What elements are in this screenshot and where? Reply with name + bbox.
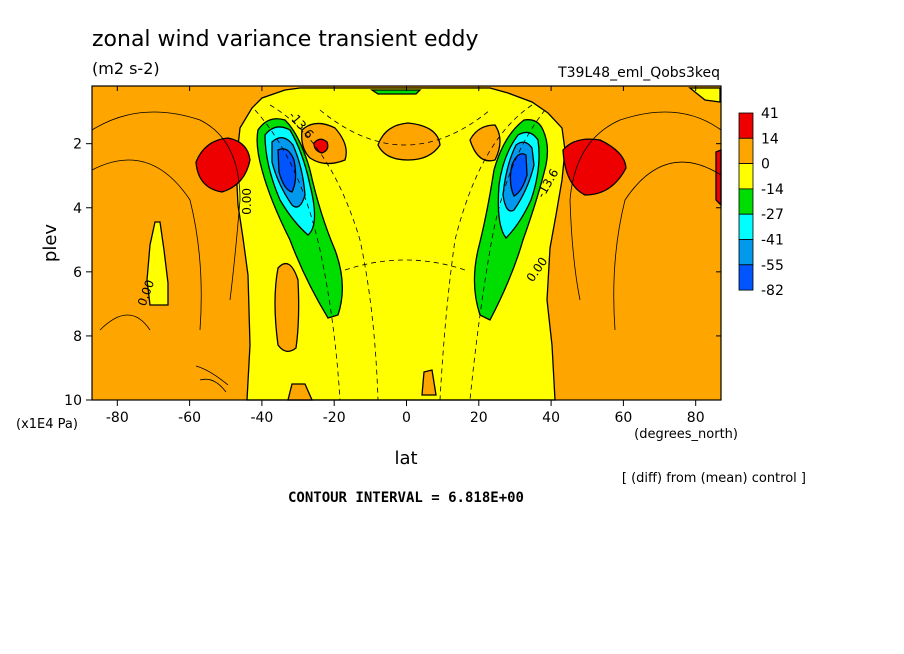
red-e-edge (715, 149, 722, 207)
colorbar-level-label: -82 (761, 283, 784, 299)
colorbar-level-label: -55 (761, 258, 784, 274)
colorbar-swatch (738, 213, 754, 240)
x-tick-label: 20 (470, 410, 488, 426)
colorbar: 41 14 0 -14 -27 -41 -55 -82 (738, 106, 784, 299)
red-ne-max (562, 138, 627, 196)
y-axis-units: (x1E4 Pa) (16, 417, 78, 432)
contour-line-e-2 (613, 161, 722, 331)
contour-line-w-2 (91, 159, 202, 331)
chart-title: zonal wind variance transient eddy (92, 27, 479, 52)
colorbar-level-label: -27 (761, 207, 784, 223)
colorbar-level-label: -14 (761, 182, 784, 198)
contour-line-sw-2 (199, 378, 227, 393)
contour-line-dash-sw-2 (269, 104, 379, 401)
x-axis-label: lat (394, 448, 417, 469)
x-tick-label: -20 (323, 410, 346, 426)
blue-ne-core (509, 153, 528, 197)
contour-line-sw-1 (195, 365, 229, 386)
y-axis: 2 4 6 8 10 (64, 137, 721, 409)
y-tick-label: 4 (73, 201, 82, 217)
green-top-strip (369, 89, 422, 95)
y-tick-label: 8 (73, 329, 82, 345)
y-tick-label: 2 (73, 137, 82, 153)
x-axis-units: (degrees_north) (634, 427, 738, 442)
contour-line-dash-top (319, 109, 491, 146)
contour-line-dash-ne-1 (469, 109, 546, 401)
x-axis: -80 -60 -40 -20 0 20 40 60 80 (106, 86, 705, 426)
units-label: (m2 s-2) (92, 59, 160, 78)
contour-line-dash-sw-1 (254, 109, 341, 401)
colorbar-level-label: 0 (761, 157, 770, 173)
orange-central-blob (377, 122, 441, 161)
colorbar-level-label: -41 (761, 233, 784, 249)
contour-line-dash-ne-2 (439, 104, 533, 401)
contour-line-w-1 (91, 111, 241, 301)
x-tick-label: -40 (250, 410, 273, 426)
experiment-label: T39L48_eml_Qobs3keq (557, 65, 720, 81)
contour-line-w-3 (99, 314, 151, 331)
diff-note: [ (diff) from (mean) control ] (622, 471, 806, 486)
x-tick-label: 60 (614, 410, 632, 426)
y-tick-label: 6 (73, 265, 82, 281)
orange-ne-patch (469, 124, 501, 162)
colorbar-level-label: 14 (761, 131, 779, 147)
yellow-east-patch-top (688, 87, 721, 103)
red-sw-max (195, 137, 251, 193)
plot-area (91, 85, 722, 401)
x-tick-label: 0 (402, 410, 411, 426)
colorbar-swatch (738, 112, 754, 139)
x-tick-label: -80 (106, 410, 129, 426)
y-axis-label: plev (40, 224, 61, 263)
yellow-west-tongue (146, 221, 169, 306)
colorbar-level-label: 41 (761, 106, 779, 122)
y-tick-label: 10 (64, 393, 82, 409)
blue-sw-core (277, 148, 297, 193)
x-tick-label: -60 (178, 410, 201, 426)
contour-label: 0.00 (240, 188, 254, 215)
x-tick-label: 80 (687, 410, 705, 426)
colorbar-swatch (738, 188, 754, 215)
contour-line-dash-mid (344, 259, 466, 271)
contour-line-e-1 (569, 111, 722, 301)
contour-interval-note: CONTOUR INTERVAL = 6.818E+00 (288, 490, 524, 506)
orange-sw-tongue (274, 262, 300, 352)
orange-s-eq (421, 369, 437, 396)
colorbar-swatch (738, 163, 754, 190)
colorbar-swatch (738, 137, 754, 165)
colorbar-swatch (738, 264, 754, 291)
x-tick-label: 40 (542, 410, 560, 426)
colorbar-swatch (738, 239, 754, 266)
